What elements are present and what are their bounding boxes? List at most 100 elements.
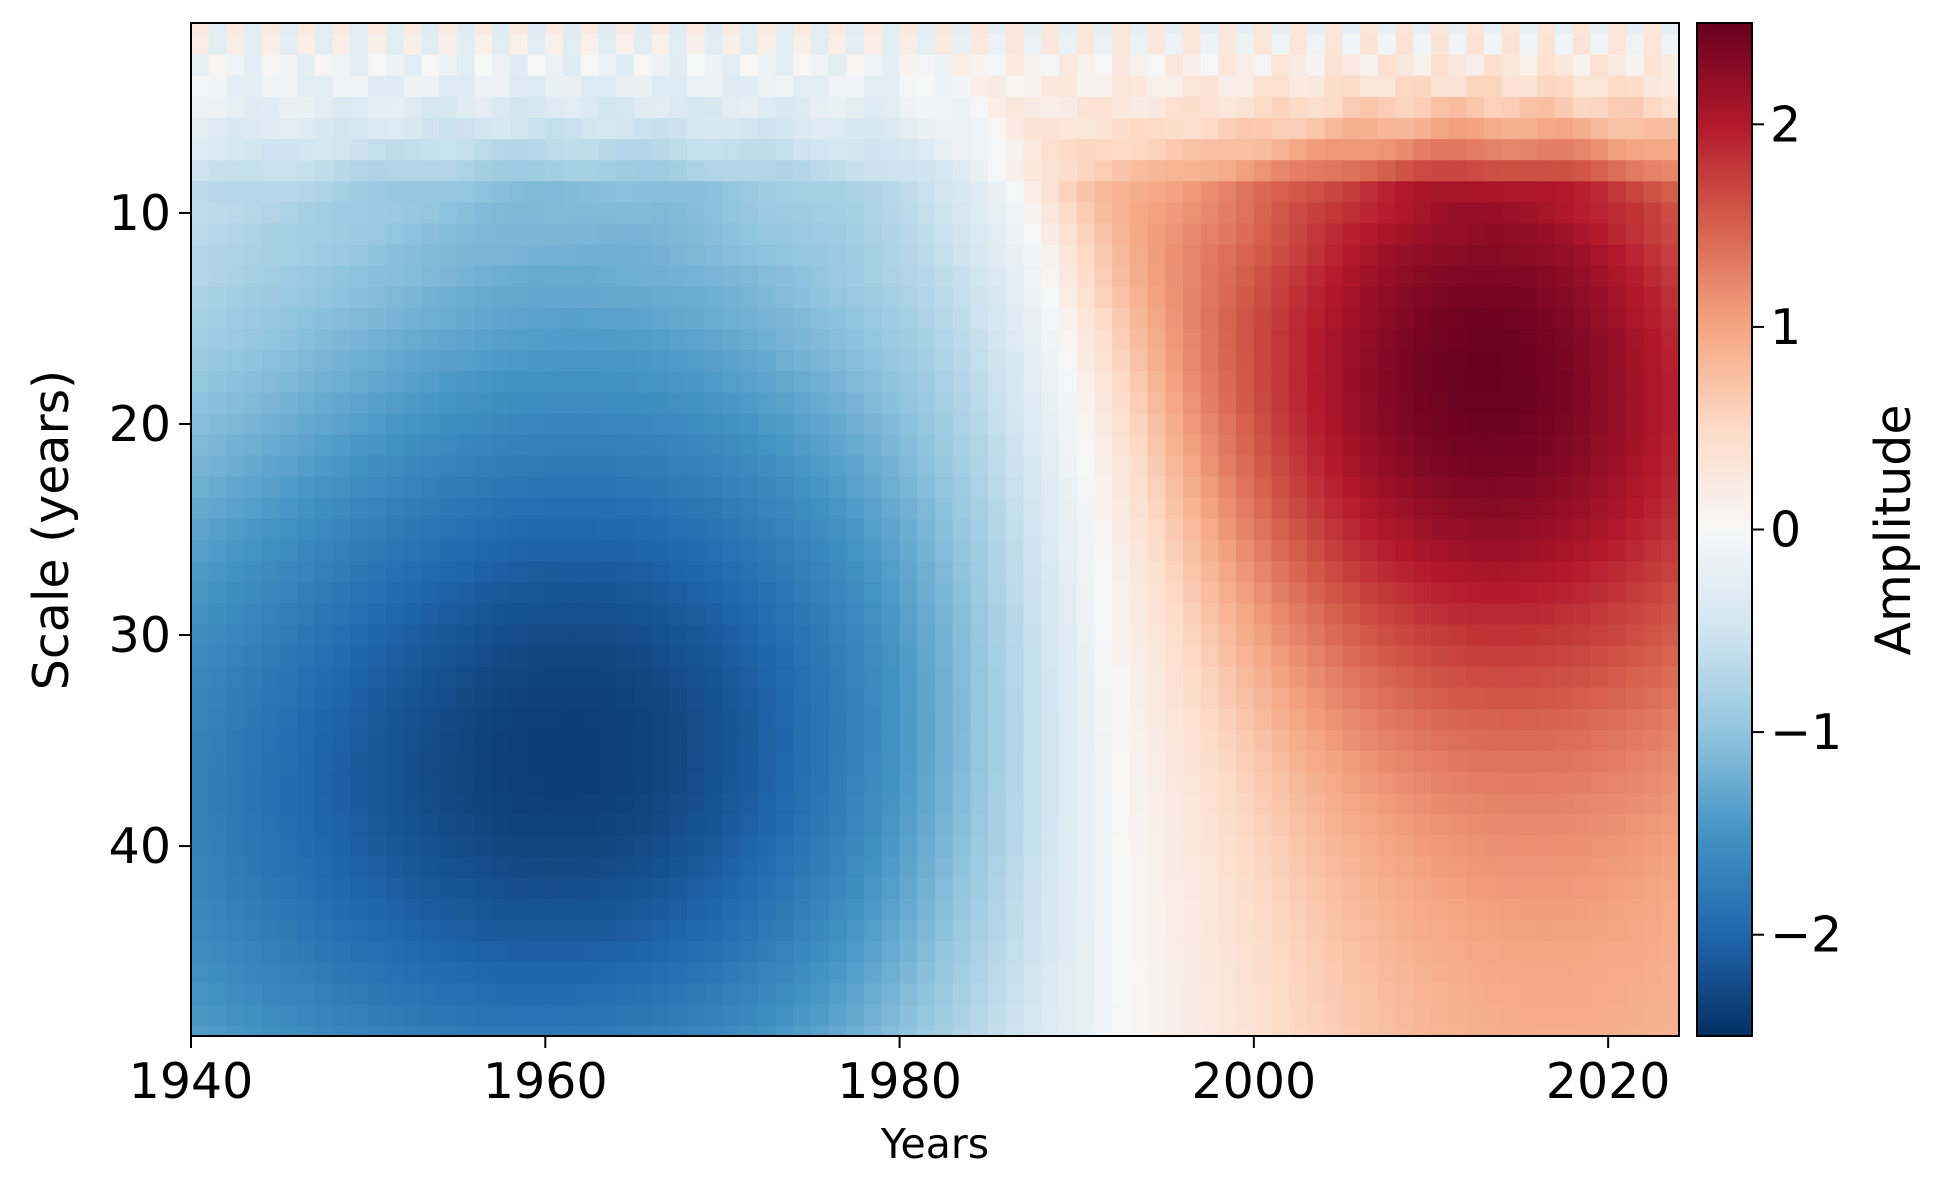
heatmap-cell [687,244,706,267]
heatmap-cell [1431,856,1450,879]
heatmap-cell [1360,413,1379,436]
heatmap-cell [385,329,405,351]
heatmap-cell [1377,729,1397,752]
heatmap-cell [1395,476,1415,499]
heatmap-cell [1342,582,1361,605]
heatmap-cell [1555,751,1574,773]
heatmap-cell [403,392,423,415]
heatmap-cell [297,392,316,415]
heatmap-cell [315,350,334,373]
heatmap-cell [811,983,830,1006]
heatmap-cell [403,413,423,436]
heatmap-cell [988,223,1007,246]
heatmap-cell [1572,96,1592,119]
heatmap-cell [563,772,582,795]
heatmap-cell [439,582,458,605]
heatmap-cell [970,371,989,394]
heatmap-cell [421,645,440,668]
heatmap-cell [421,561,440,584]
heatmap-cell [1625,455,1645,478]
heatmap-cell [1466,23,1485,35]
heatmap-cell [740,962,759,985]
heatmap-cell [474,75,493,98]
heatmap-cell [1590,75,1609,98]
heatmap-cell [297,603,316,626]
heatmap-cell [297,1025,316,1036]
heatmap-cell [633,350,653,373]
heatmap-cell [1076,729,1096,752]
heatmap-cell [279,919,299,942]
heatmap-cell [456,54,476,77]
heatmap-cell [899,793,919,816]
heatmap-cell [474,307,493,330]
heatmap-cell [191,75,192,98]
heatmap-cell [1041,286,1060,309]
heatmap-cell [208,898,228,921]
heatmap-cell [952,877,972,900]
heatmap-cell [1200,645,1220,668]
heatmap-cell [899,181,919,204]
heatmap-cell [828,117,848,140]
heatmap-cell [881,223,901,246]
heatmap-cell [1537,434,1556,457]
heatmap-cell [421,181,440,204]
heatmap-cell [1059,476,1078,499]
heatmap-cell [1059,624,1078,647]
heatmap-cell [1059,329,1078,351]
heatmap-cell [1094,708,1113,731]
heatmap-cell [740,350,759,373]
heatmap-cell [1059,645,1078,668]
heatmap-cell [350,962,369,985]
heatmap-cell [1484,54,1503,77]
heatmap-cell [1236,729,1255,752]
heatmap-cell [1466,687,1485,710]
heatmap-cell [1395,1004,1415,1027]
heatmap-cell [1059,181,1078,204]
heatmap-cell [988,708,1007,731]
heatmap-cell [1501,540,1521,562]
heatmap-cell [509,772,529,795]
heatmap-cell [1271,561,1291,584]
heatmap-cell [1218,751,1237,773]
heatmap-cell [757,962,777,985]
heatmap-cell [421,307,440,330]
heatmap-cell [988,434,1007,457]
heatmap-cell [261,33,281,56]
heatmap-cell [704,96,724,119]
heatmap-cell [988,835,1007,858]
heatmap-cell [1200,96,1220,119]
heatmap-cell [1076,75,1096,98]
heatmap-cell [651,455,671,478]
heatmap-cell [279,518,299,541]
heatmap-cell [1555,223,1574,246]
heatmap-cell [1076,329,1096,351]
heatmap-cell [1519,54,1539,77]
colorbar-tick-label: −1 [1770,704,1842,761]
heatmap-cell [881,329,901,351]
heatmap-cell [1129,941,1149,963]
heatmap-cell [279,497,299,520]
heatmap-cell [775,497,795,520]
heatmap-cell [421,540,440,562]
heatmap-cell [191,645,192,668]
heatmap-cell [315,877,334,900]
heatmap-cell [952,117,972,140]
heatmap-cell [1218,413,1237,436]
heatmap-cell [952,413,972,436]
heatmap-cell [1112,181,1131,204]
heatmap-cell [421,941,440,963]
heatmap-cell [1147,223,1167,246]
heatmap-cell [1129,434,1149,457]
heatmap-cell [704,434,724,457]
heatmap-cell [1005,455,1025,478]
heatmap-cell [261,392,281,415]
heatmap-cell [191,518,210,541]
heatmap-cell [1484,729,1503,752]
heatmap-cell [846,962,865,985]
heatmap-cell [1076,244,1096,267]
heatmap-cell [1094,392,1113,415]
heatmap-cell [1094,898,1113,921]
heatmap-cell [935,708,954,731]
heatmap-cell [988,476,1007,499]
heatmap-cell [580,1004,600,1027]
